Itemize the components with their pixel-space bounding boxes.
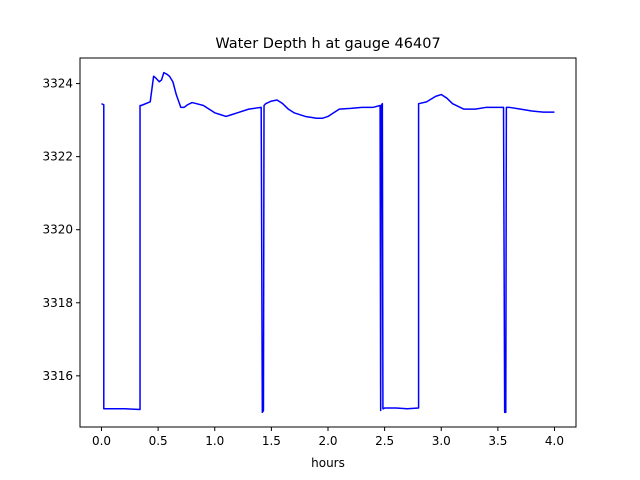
x-tick-label: 0.0	[92, 434, 111, 448]
y-tick-label: 3316	[42, 369, 73, 383]
x-tick-label: 4.0	[545, 434, 564, 448]
y-tick-label: 3322	[42, 150, 73, 164]
plot-area	[101, 71, 555, 414]
axis-ticks: 0.0 0.5 1.0 1.5 2.0 2.5 3.0 3.5 4.0 3316 3318 3320 3…	[42, 77, 564, 448]
x-tick-label: 3.5	[488, 434, 507, 448]
x-tick-label: 3.0	[432, 434, 451, 448]
y-tick-label: 3324	[42, 77, 73, 91]
x-tick-label: 1.0	[205, 434, 224, 448]
y-tick-label: 3318	[42, 296, 73, 310]
x-tick-label: 1.5	[262, 434, 281, 448]
x-axis-label: hours	[311, 456, 345, 470]
series-line-0	[101, 71, 555, 414]
y-tick-label: 3320	[42, 223, 73, 237]
x-tick-label: 2.0	[318, 434, 337, 448]
x-tick-label: 2.5	[375, 434, 394, 448]
axes-frame	[79, 57, 577, 428]
x-tick-label: 0.5	[149, 434, 168, 448]
chart-title: Water Depth h at gauge 46407	[215, 36, 440, 52]
